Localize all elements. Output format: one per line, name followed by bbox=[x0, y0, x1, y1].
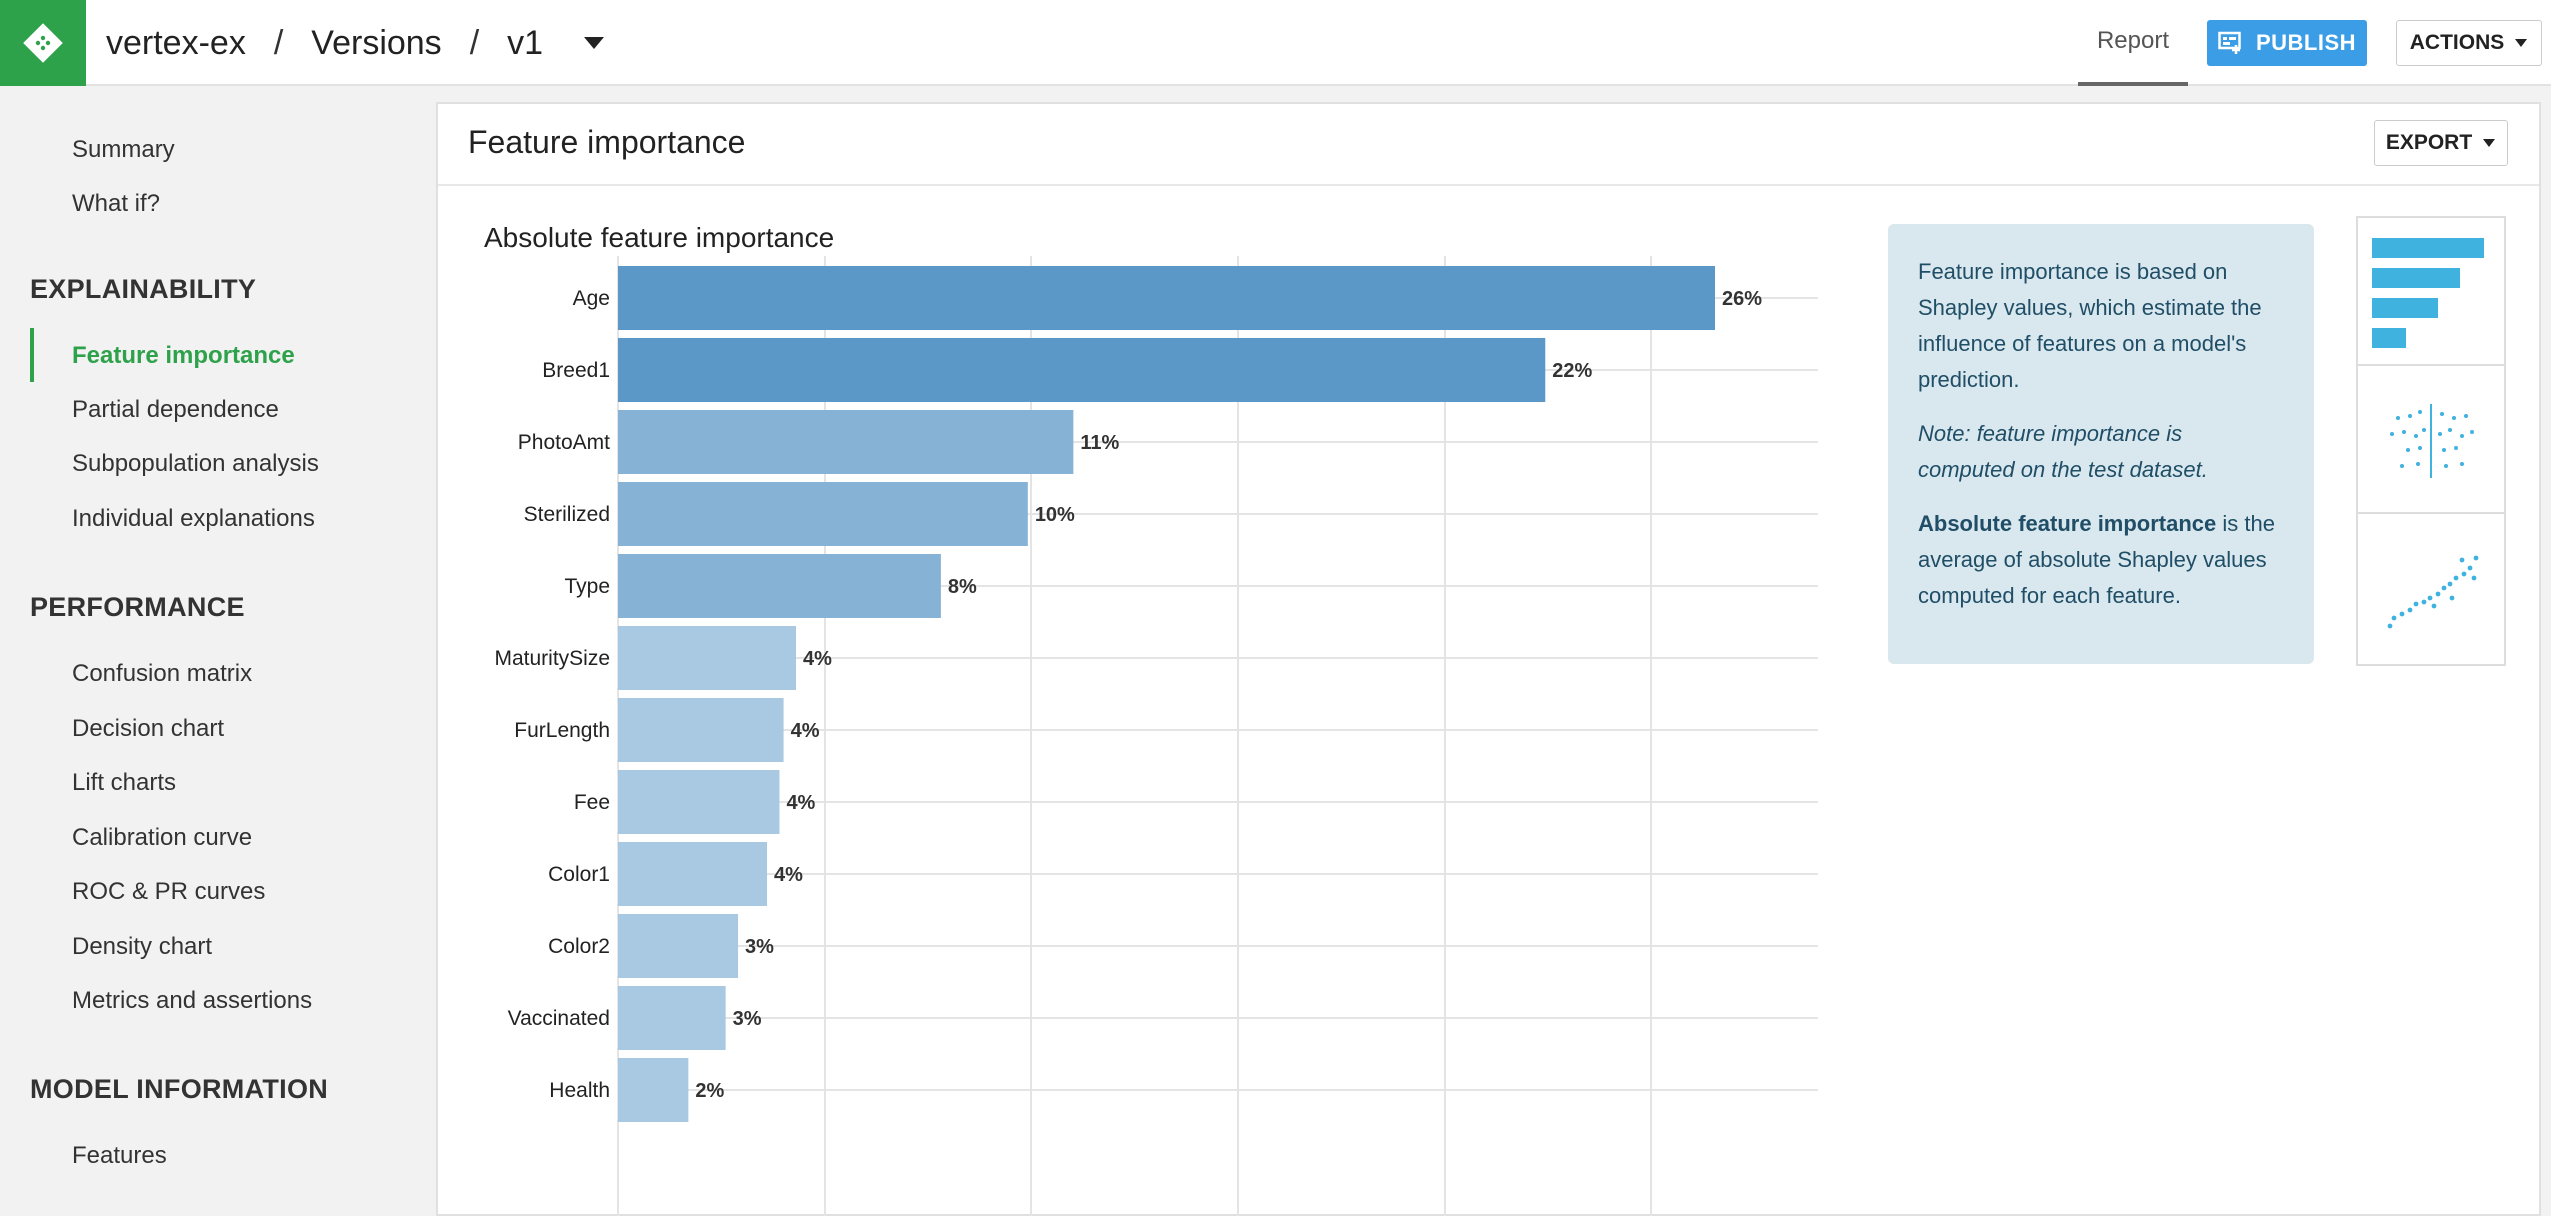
sidebar-item-decision-chart[interactable]: Decision chart bbox=[72, 715, 225, 742]
value-label: 26% bbox=[1722, 288, 1762, 310]
chart-title: Absolute feature importance bbox=[484, 222, 835, 253]
value-label: 11% bbox=[1080, 432, 1119, 454]
breadcrumb-project[interactable]: vertex-ex bbox=[106, 23, 246, 62]
value-label: 4% bbox=[774, 864, 803, 886]
sidebar-item-roc-pr-curves[interactable]: ROC & PR curves bbox=[72, 878, 266, 905]
bar-vaccinated[interactable] bbox=[618, 986, 726, 1050]
breadcrumb-separator: / bbox=[469, 23, 480, 62]
breadcrumb-versions[interactable]: Versions bbox=[311, 23, 442, 62]
bar-chart-icon bbox=[2372, 238, 2484, 348]
app-logo[interactable] bbox=[0, 0, 86, 86]
info-text-3-bold: Absolute feature importance bbox=[1918, 511, 2217, 536]
bar-health[interactable] bbox=[618, 1058, 689, 1122]
breadcrumb-version[interactable]: v1 bbox=[507, 23, 544, 62]
value-label: 10% bbox=[1035, 504, 1075, 526]
sidebar-section-performance: PERFORMANCE bbox=[30, 592, 245, 622]
export-label: EXPORT bbox=[2385, 131, 2473, 154]
category-label: Sterilized bbox=[524, 503, 610, 526]
bar-age[interactable] bbox=[618, 266, 1715, 330]
value-label: 3% bbox=[733, 1008, 762, 1030]
sidebar: Summary What if? EXPLAINABILITY Feature … bbox=[0, 88, 436, 1216]
tab-report[interactable]: Report bbox=[2078, 0, 2188, 86]
category-label: Color1 bbox=[548, 863, 610, 886]
thumb-scatter-chart[interactable] bbox=[2358, 514, 2504, 662]
value-label: 4% bbox=[791, 720, 820, 742]
value-label: 8% bbox=[948, 576, 977, 598]
bar-breed1[interactable] bbox=[618, 338, 1546, 402]
bar-color1[interactable] bbox=[618, 842, 768, 906]
sidebar-item-confusion-matrix[interactable]: Confusion matrix bbox=[72, 660, 253, 687]
dataiku-logo-icon bbox=[23, 23, 63, 63]
sidebar-item-lift-charts[interactable]: Lift charts bbox=[72, 769, 177, 796]
thumb-bar-chart[interactable] bbox=[2358, 218, 2504, 366]
info-text-3-rest: is the average of absolute Shapley value… bbox=[1918, 511, 2275, 608]
breadcrumb: vertex-ex / Versions / v1 bbox=[106, 0, 605, 86]
chart-type-selector bbox=[2356, 216, 2506, 666]
sidebar-item-feature-importance[interactable]: Feature importance bbox=[72, 342, 295, 369]
bar-photoamt[interactable] bbox=[618, 410, 1074, 474]
sidebar-item-calibration-curve[interactable]: Calibration curve bbox=[72, 824, 253, 851]
feature-importance-panel: Feature importance EXPORT Absolute featu… bbox=[436, 102, 2541, 1216]
actions-button[interactable]: ACTIONS bbox=[2396, 20, 2542, 66]
sidebar-item-metrics-assertions[interactable]: Metrics and assertions bbox=[72, 987, 313, 1014]
sidebar-item-summary[interactable]: Summary bbox=[72, 136, 175, 163]
version-dropdown-icon[interactable] bbox=[583, 36, 605, 50]
sidebar-item-features[interactable]: Features bbox=[72, 1142, 167, 1169]
sidebar-item-individual-explanations[interactable]: Individual explanations bbox=[72, 505, 315, 532]
panel-title: Feature importance bbox=[468, 124, 746, 160]
publish-button[interactable]: PUBLISH bbox=[2207, 20, 2367, 66]
thumb-beeswarm-chart[interactable] bbox=[2358, 366, 2504, 514]
caret-down-icon bbox=[2515, 39, 2528, 47]
value-label: 4% bbox=[786, 792, 815, 814]
publish-label: PUBLISH bbox=[2255, 30, 2357, 55]
category-label: FurLength bbox=[514, 719, 610, 742]
export-button[interactable]: EXPORT bbox=[2374, 120, 2508, 166]
caret-down-icon bbox=[2483, 139, 2496, 147]
sidebar-item-subpopulation-analysis[interactable]: Subpopulation analysis bbox=[72, 450, 319, 477]
bar-sterilized[interactable] bbox=[618, 482, 1028, 546]
top-bar: vertex-ex / Versions / v1 Report PUBLISH… bbox=[0, 0, 2551, 86]
category-label: Color2 bbox=[548, 935, 610, 958]
feature-importance-chart: Age 26% Breed1 22% PhotoAmt 11% Sterilized 10% T… bbox=[494, 256, 1818, 1216]
sidebar-item-what-if[interactable]: What if? bbox=[72, 190, 161, 217]
sidebar-section-explainability: EXPLAINABILITY bbox=[30, 274, 257, 304]
category-label: Fee bbox=[574, 791, 610, 814]
active-indicator bbox=[30, 328, 34, 382]
category-label: Age bbox=[573, 287, 610, 310]
info-text-2: Note: feature importance is computed on … bbox=[1918, 421, 2208, 482]
category-label: PhotoAmt bbox=[518, 431, 610, 454]
bar-maturitysize[interactable] bbox=[618, 626, 797, 690]
info-text-3: Absolute feature importance is the avera… bbox=[1918, 506, 2284, 614]
value-label: 4% bbox=[803, 648, 832, 670]
breadcrumb-separator: / bbox=[273, 23, 284, 62]
scatter-chart-icon bbox=[2387, 555, 2479, 629]
beeswarm-chart-icon bbox=[2390, 404, 2474, 478]
category-label: Type bbox=[564, 575, 610, 598]
bar-type[interactable] bbox=[618, 554, 941, 618]
info-box: Feature importance is based on Shapley v… bbox=[1888, 224, 2314, 664]
dashboard-icon bbox=[2218, 31, 2241, 54]
value-label: 2% bbox=[695, 1080, 724, 1102]
value-label: 3% bbox=[745, 936, 774, 958]
category-label: MaturitySize bbox=[494, 647, 610, 670]
bar-furlength[interactable] bbox=[618, 698, 784, 762]
category-label: Health bbox=[549, 1079, 610, 1102]
actions-label: ACTIONS bbox=[2409, 31, 2505, 54]
sidebar-section-model-information: MODEL INFORMATION bbox=[30, 1074, 329, 1104]
bar-color2[interactable] bbox=[618, 914, 739, 978]
category-label: Breed1 bbox=[542, 359, 610, 382]
panel-header: Feature importance EXPORT bbox=[438, 104, 2539, 186]
sidebar-item-density-chart[interactable]: Density chart bbox=[72, 933, 213, 960]
sidebar-item-partial-dependence[interactable]: Partial dependence bbox=[72, 396, 279, 423]
category-label: Vaccinated bbox=[508, 1007, 610, 1030]
value-label: 22% bbox=[1552, 360, 1592, 382]
info-text-1: Feature importance is based on Shapley v… bbox=[1918, 259, 2262, 392]
bar-fee[interactable] bbox=[618, 770, 780, 834]
